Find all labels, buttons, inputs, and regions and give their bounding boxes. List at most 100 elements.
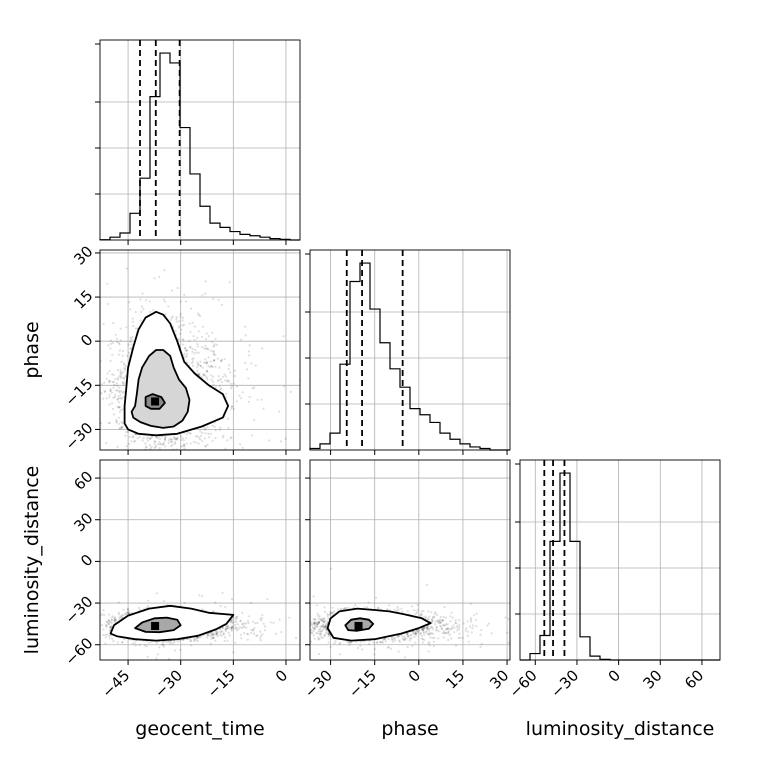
- scatter-point: [218, 379, 221, 382]
- scatter-point: [189, 330, 192, 333]
- scatter-point: [112, 322, 115, 325]
- scatter-point: [116, 389, 119, 392]
- scatter-point: [154, 435, 158, 438]
- scatter-point: [130, 337, 133, 340]
- scatter-point: [167, 657, 170, 660]
- scatter-point: [88, 630, 90, 632]
- scatter-point: [102, 608, 105, 612]
- scatter-point: [211, 453, 213, 455]
- scatter-point: [171, 315, 174, 318]
- scatter-point: [259, 634, 262, 638]
- scatter-point: [197, 312, 200, 315]
- scatter-point: [121, 354, 124, 357]
- scatter-point: [115, 421, 118, 424]
- scatter-point: [133, 433, 136, 436]
- scatter-point: [168, 437, 171, 440]
- scatter-point: [148, 444, 151, 447]
- scatter-point: [184, 346, 187, 350]
- scatter-point: [91, 622, 93, 624]
- scatter-point: [213, 344, 216, 347]
- scatter-point: [189, 468, 191, 470]
- scatter-point: [263, 629, 267, 632]
- scatter-point: [252, 629, 255, 632]
- scatter-point: [156, 443, 160, 446]
- scatter-point: [220, 303, 224, 307]
- scatter-point: [212, 383, 215, 386]
- scatter-point: [124, 613, 127, 616]
- scatter-point: [119, 372, 122, 375]
- scatter-point: [219, 633, 222, 636]
- scatter-point: [224, 375, 227, 378]
- scatter-point: [238, 394, 241, 397]
- scatter-point: [176, 456, 178, 458]
- scatter-point: [116, 378, 120, 381]
- scatter-point: [109, 634, 112, 637]
- scatter-point: [81, 352, 83, 354]
- contour-line: [130, 349, 191, 429]
- scatter-point: [223, 639, 226, 643]
- scatter-point: [171, 443, 174, 446]
- scatter-point: [181, 319, 184, 322]
- scatter-point: [120, 615, 123, 618]
- joint-panel-phase-luminosity-distance: −30 −15 0 15 30: [301, 459, 512, 701]
- scatter-point: [108, 620, 111, 623]
- scatter-point: [227, 631, 230, 634]
- scatter-point: [441, 624, 445, 627]
- scatter-point: [132, 461, 134, 463]
- scatter-point: [219, 426, 222, 429]
- scatter-point: [266, 598, 269, 601]
- scatter-point: [146, 655, 149, 659]
- scatter-point: [119, 327, 122, 330]
- scatter-point: [244, 622, 248, 625]
- scatter-point: [204, 427, 207, 430]
- scatter-point: [192, 639, 196, 643]
- scatter-point: [219, 628, 222, 631]
- scatter-point: [212, 298, 215, 301]
- scatter-point: [158, 469, 160, 471]
- scatter-point: [123, 638, 126, 641]
- scatter-point: [129, 308, 132, 311]
- scatter-point: [206, 636, 209, 639]
- scatter-point: [129, 452, 131, 454]
- scatter-point: [112, 380, 115, 384]
- scatter-point: [145, 606, 148, 609]
- scatter-point: [116, 340, 119, 344]
- scatter-point: [189, 442, 192, 445]
- scatter-point: [96, 616, 98, 618]
- y-tick-label-phase: −30: [61, 419, 96, 454]
- scatter-point: [97, 622, 99, 624]
- scatter-point: [149, 447, 152, 450]
- scatter-point: [130, 347, 133, 350]
- scatter-point: [108, 637, 111, 640]
- scatter-point: [119, 339, 122, 342]
- scatter-point: [216, 632, 219, 635]
- scatter-point: [189, 640, 192, 643]
- scatter-point: [210, 632, 213, 635]
- scatter-point: [196, 640, 199, 643]
- scatter-point: [107, 421, 110, 425]
- scatter-point: [248, 396, 251, 399]
- scatter-point: [217, 375, 220, 378]
- scatter-point: [121, 641, 124, 644]
- scatter-point: [206, 370, 209, 373]
- scatter-point: [144, 299, 148, 302]
- scatter-point: [114, 619, 117, 622]
- scatter-point: [117, 611, 120, 614]
- scatter-point: [218, 384, 221, 388]
- scatter-point: [105, 625, 108, 629]
- scatter-point: [197, 442, 200, 445]
- scatter-point: [175, 450, 177, 452]
- scatter-point: [185, 437, 188, 440]
- scatter-point: [126, 608, 129, 611]
- scatter-point: [241, 611, 244, 615]
- scatter-point: [246, 619, 250, 623]
- scatter-point: [158, 443, 162, 446]
- scatter-point: [158, 441, 161, 444]
- scatter-point: [109, 388, 112, 391]
- scatter-point: [107, 618, 110, 622]
- scatter-point: [201, 595, 204, 598]
- scatter-point: [98, 370, 100, 372]
- scatter-point: [239, 633, 242, 637]
- scatter-point: [213, 224, 215, 226]
